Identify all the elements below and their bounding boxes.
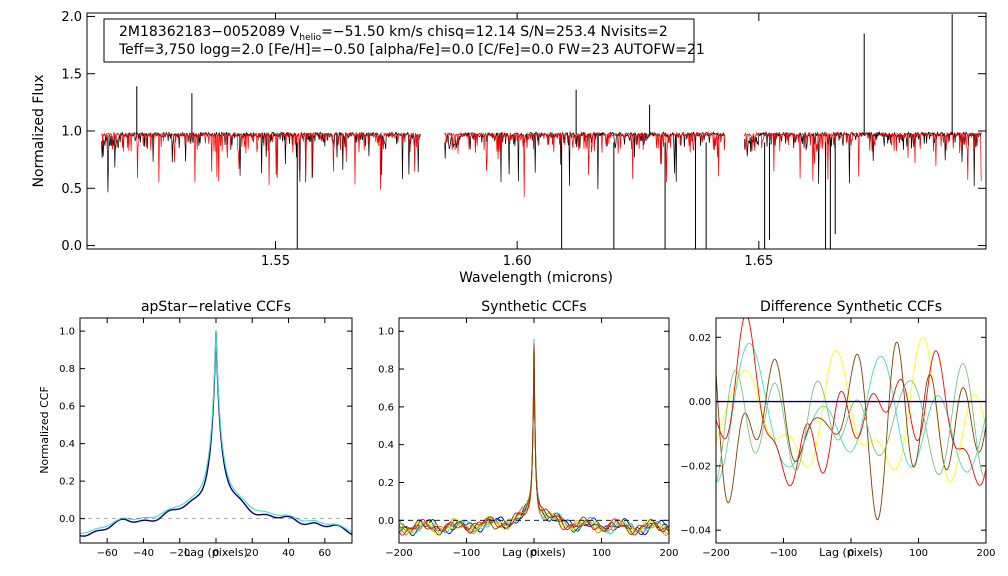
apstar-ccf-title: apStar−relative CCFs (141, 299, 291, 315)
spectrum-info-line-2: Teff=3,750 logg=2.0 [Fe/H]=−0.50 [alpha/… (118, 42, 705, 58)
spectrum-ytick-label: 1.0 (61, 125, 82, 140)
spectrum-ytick-label: 1.5 (61, 67, 82, 82)
figure: 1.55 1.60 1.650.00.51.01.52.0 2M18362183−0… (0, 0, 1008, 576)
synthetic-ccf-x-axis-label: Lag (pixels) (502, 546, 566, 559)
synthetic-ccf-ytick-label: 0.8 (378, 365, 394, 376)
difference-ccf-ytick-label: 0.02 (689, 333, 711, 344)
spectrum-y-axis-label: Normalized Flux (31, 75, 47, 188)
apstar-ccf-xtick-label: 40 (282, 548, 295, 559)
difference-ccf-ytick-label: −0.04 (680, 526, 711, 537)
spectrum-xtick-label: 1.55 (261, 254, 290, 269)
synthetic-ccf-ytick-label: 0.2 (378, 478, 394, 489)
spectrum-x-axis-label: Wavelength (microns) (459, 270, 613, 286)
apstar-ccf-ytick-label: 0.0 (59, 514, 75, 525)
difference-ccf-ytick-label: 0.00 (689, 397, 711, 408)
synthetic-ccf-xtick-label: −200 (385, 548, 412, 559)
spectrum-xtick-label: 1.60 (503, 254, 532, 269)
apstar-ccf-xtick-label: −60 (97, 548, 118, 559)
difference-ccf-xtick-label: 200 (976, 548, 995, 559)
apstar-ccf-xtick-label: 60 (318, 548, 331, 559)
synthetic-ccf-xtick-label: 200 (659, 548, 678, 559)
difference-ccf-ytick-label: −0.02 (680, 461, 711, 472)
synthetic-ccf-title: Synthetic CCFs (481, 299, 586, 315)
synthetic-ccf-ytick-label: 0.0 (378, 516, 394, 527)
difference-ccf-xtick-label: −100 (770, 548, 797, 559)
difference-ccf-xtick-label: −200 (702, 548, 729, 559)
synthetic-ccf-ytick-label: 0.6 (378, 402, 394, 413)
apstar-ccf-ytick-label: 0.4 (59, 439, 75, 450)
apstar-ccf-ytick-label: 1.0 (59, 327, 75, 338)
spectrum-ytick-label: 0.0 (61, 239, 82, 254)
spectrum-ytick-label: 2.0 (61, 10, 82, 25)
difference-ccf-title: Difference Synthetic CCFs (760, 299, 942, 315)
apstar-ccf-ytick-label: 0.8 (59, 364, 75, 375)
difference-ccf-x-axis-label: Lag (pixels) (819, 546, 883, 559)
apstar-ccf-x-axis-label: Lag (pixels) (184, 546, 248, 559)
difference-ccf-xtick-label: 100 (909, 548, 928, 559)
spectrum-xtick-label: 1.65 (744, 254, 773, 269)
synthetic-ccf-ytick-label: 0.4 (378, 440, 394, 451)
apstar-ccf-xtick-label: −40 (133, 548, 154, 559)
synthetic-ccf-xtick-label: 100 (592, 548, 611, 559)
apstar-ccf-ytick-label: 0.6 (59, 402, 75, 413)
spectrum-ytick-label: 0.5 (61, 182, 82, 197)
apstar-ccf-ytick-label: 0.2 (59, 477, 75, 488)
synthetic-ccf-ytick-label: 1.0 (378, 327, 394, 338)
synthetic-ccf-xtick-label: −100 (453, 548, 480, 559)
figure-background (0, 0, 1008, 576)
apstar-ccf-y-axis-label: Normalized CCF (38, 386, 51, 474)
